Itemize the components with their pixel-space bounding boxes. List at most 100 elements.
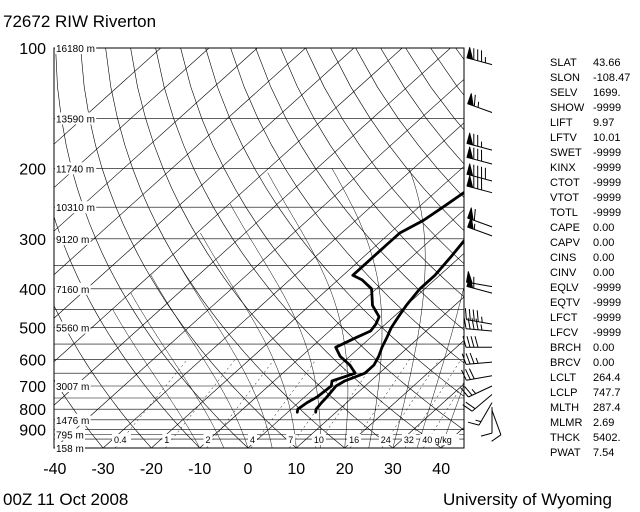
height-label: 5560 m bbox=[56, 324, 89, 335]
moist-adiabat bbox=[112, 309, 200, 448]
mixing-ratio-label-bg bbox=[311, 434, 326, 445]
isotherm bbox=[199, 209, 464, 448]
index-label: SHOW bbox=[550, 102, 585, 114]
height-label: 10310 m bbox=[56, 203, 95, 214]
dry-adiabat bbox=[205, 48, 464, 397]
isotherm bbox=[54, 48, 258, 232]
pressure-label-700: 700 bbox=[19, 379, 46, 396]
isotherm bbox=[54, 48, 306, 276]
index-label: CINS bbox=[550, 252, 576, 264]
mixing-ratio-label-bg bbox=[401, 434, 416, 445]
moist-adiabat bbox=[130, 292, 225, 448]
index-value: 9.97 bbox=[593, 117, 614, 129]
height-label: 13590 m bbox=[56, 114, 95, 125]
mixing-ratio-line bbox=[114, 359, 188, 448]
index-value: 0.00 bbox=[593, 357, 614, 369]
index-value: 0.00 bbox=[593, 342, 614, 354]
index-value: -9999 bbox=[593, 327, 621, 339]
mixing-ratio-label-bg bbox=[347, 434, 362, 445]
height-label: 1476 m bbox=[56, 416, 89, 427]
moist-adiabat bbox=[416, 285, 464, 448]
pressure-label-300: 300 bbox=[19, 232, 46, 249]
height-label-bg bbox=[55, 201, 97, 214]
index-label: EQTV bbox=[550, 297, 581, 309]
temperature-label--30: -30 bbox=[92, 461, 115, 478]
height-label-bg bbox=[55, 112, 97, 125]
isotherm bbox=[54, 48, 403, 363]
index-value: 0.00 bbox=[593, 237, 614, 249]
wind-barb bbox=[466, 47, 493, 66]
wind-barbs bbox=[460, 47, 502, 442]
height-label: 795 m bbox=[56, 431, 84, 442]
mixing-ratio-line bbox=[289, 359, 353, 448]
mixing-ratio-label-bg bbox=[162, 434, 172, 445]
wind-barb bbox=[464, 308, 493, 325]
index-label: PWAT bbox=[550, 447, 581, 459]
moist-adiabat bbox=[150, 275, 249, 448]
mixing-ratio-label: 7 bbox=[288, 435, 293, 445]
height-label-bg bbox=[55, 442, 85, 454]
mixing-ratio-label: 1 bbox=[164, 435, 169, 445]
mixing-ratio-label: 16 bbox=[349, 435, 359, 445]
index-value: -9999 bbox=[593, 207, 621, 219]
moist-adiabat bbox=[200, 232, 297, 448]
mixing-ratio-label-bg bbox=[112, 434, 131, 445]
isotherm bbox=[344, 340, 464, 448]
height-label-bg bbox=[55, 428, 85, 441]
index-value: -9999 bbox=[593, 297, 621, 309]
height-label-bg bbox=[55, 282, 91, 295]
index-label: SELV bbox=[550, 87, 578, 99]
isotherm bbox=[296, 296, 464, 448]
mixing-ratio-label: 10 bbox=[314, 435, 324, 445]
temperature-tick-labels: -40 -30 -20 -10 0 10 20 30 40 bbox=[43, 461, 450, 478]
height-label-bg bbox=[55, 232, 91, 245]
moist-adiabat bbox=[440, 383, 464, 448]
index-label: VTOT bbox=[550, 192, 579, 204]
index-value: 747.7 bbox=[593, 387, 621, 399]
index-label: CINV bbox=[550, 267, 577, 279]
index-value: 287.4 bbox=[593, 402, 621, 414]
temperature-label-0: 0 bbox=[244, 461, 253, 478]
index-value: -9999 bbox=[593, 282, 621, 294]
wind-barb bbox=[466, 175, 493, 194]
moist-adiabat bbox=[173, 255, 273, 448]
index-label: LCLP bbox=[550, 387, 578, 399]
mixing-ratio-label: 40 g/kg bbox=[422, 435, 452, 445]
index-value: 0.00 bbox=[593, 252, 614, 264]
temperature-label-30: 30 bbox=[384, 461, 402, 478]
index-label: SLON bbox=[550, 72, 580, 84]
index-label: CAPE bbox=[550, 222, 580, 234]
wind-barb bbox=[462, 336, 492, 348]
dry-adiabat bbox=[130, 48, 394, 448]
height-label: 7160 m bbox=[56, 285, 89, 296]
height-labels: 16180 m 13590 m 11740 m 10310 m 9120 m 7160 m… bbox=[55, 42, 97, 455]
temperature-label--10: -10 bbox=[188, 461, 211, 478]
mixing-ratio-label-bg bbox=[248, 434, 257, 445]
pressure-label-500: 500 bbox=[19, 321, 46, 338]
wind-barb bbox=[461, 368, 493, 381]
wind-barb bbox=[466, 275, 493, 294]
index-value: -108.47 bbox=[593, 72, 630, 84]
plot-frame bbox=[53, 47, 465, 449]
stability-indices: SLAT 43.66 SLON -108.47 SELV 1699. SHOW -9999 LI… bbox=[550, 57, 630, 459]
height-label-bg bbox=[55, 413, 91, 426]
index-label: LIFT bbox=[550, 117, 573, 129]
index-label: CTOT bbox=[550, 177, 580, 189]
dewpoint-profile bbox=[295, 190, 464, 414]
pressure-label-100: 100 bbox=[19, 41, 46, 58]
temperature-label--40: -40 bbox=[43, 461, 66, 478]
chart-title: 72672 RIW Riverton bbox=[3, 12, 156, 31]
height-label: 3007 m bbox=[56, 382, 89, 393]
dry-adiabat bbox=[255, 48, 464, 331]
wind-barb bbox=[466, 163, 493, 182]
isotherm bbox=[151, 165, 464, 448]
index-label: BRCH bbox=[550, 342, 581, 354]
height-label-bg bbox=[55, 162, 97, 175]
temperature-label-10: 10 bbox=[287, 461, 305, 478]
wind-barb bbox=[491, 410, 502, 442]
mixing-ratio-line bbox=[250, 359, 317, 448]
index-value: -9999 bbox=[593, 147, 621, 159]
height-label-bg bbox=[55, 380, 91, 392]
source-credit: University of Wyoming bbox=[443, 490, 612, 509]
